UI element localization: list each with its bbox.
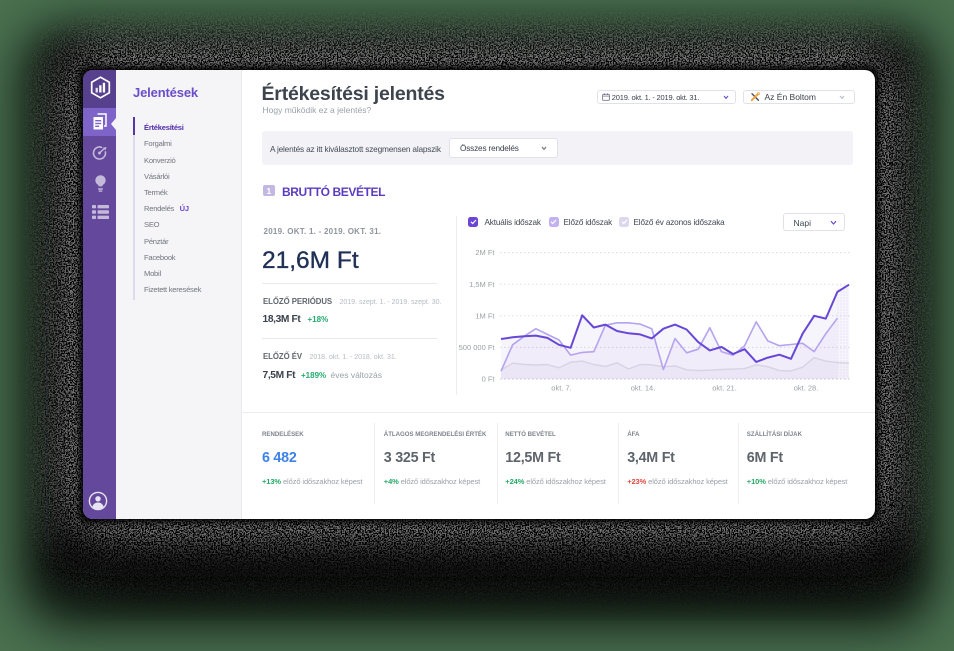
svg-text:okt. 14.: okt. 14. <box>631 384 656 393</box>
svg-text:2M Ft: 2M Ft <box>475 248 495 257</box>
svg-text:okt. 7.: okt. 7. <box>551 384 571 393</box>
svg-text:okt. 21.: okt. 21. <box>712 384 737 393</box>
svg-text:0 Ft: 0 Ft <box>482 375 496 384</box>
svg-text:okt. 28.: okt. 28. <box>794 384 819 393</box>
svg-text:500 000 Ft: 500 000 Ft <box>459 343 496 352</box>
svg-text:1,5M Ft: 1,5M Ft <box>469 280 495 289</box>
svg-text:1M Ft: 1M Ft <box>475 311 495 320</box>
